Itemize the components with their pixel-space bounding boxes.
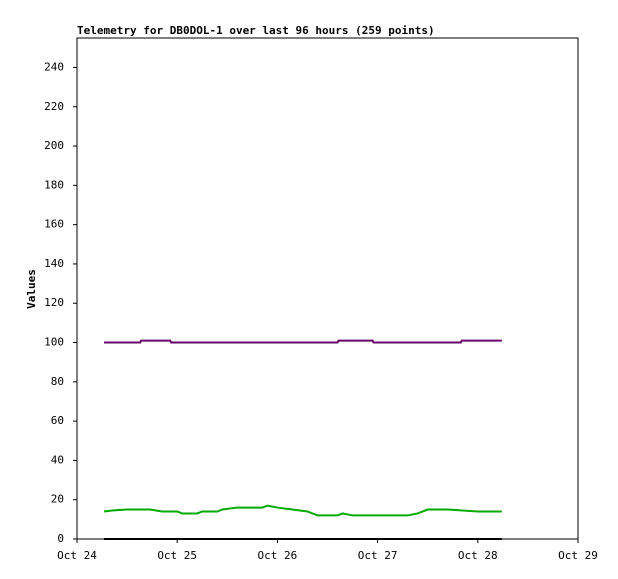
y-tick-label: 160 bbox=[44, 218, 64, 231]
y-tick-label: 20 bbox=[51, 493, 64, 506]
x-tick-label: Oct 26 bbox=[258, 549, 298, 562]
y-tick-label: 140 bbox=[44, 257, 64, 270]
x-tick-label: Oct 24 bbox=[57, 549, 97, 562]
x-tick-label: Oct 28 bbox=[458, 549, 498, 562]
y-tick-label: 60 bbox=[51, 414, 64, 427]
x-tick-label: Oct 29 bbox=[558, 549, 598, 562]
series-line bbox=[104, 339, 502, 344]
x-tick-label: Oct 25 bbox=[157, 549, 197, 562]
chart-title: Telemetry for DB0DOL-1 over last 96 hour… bbox=[77, 24, 435, 37]
y-axis-label: Values bbox=[25, 269, 38, 309]
y-tick-label: 200 bbox=[44, 139, 64, 152]
y-tick-label: 0 bbox=[57, 532, 64, 545]
y-tick-label: 120 bbox=[44, 296, 64, 309]
x-tick-label: Oct 27 bbox=[358, 549, 398, 562]
series-line bbox=[103, 504, 502, 517]
y-tick-label: 240 bbox=[44, 60, 64, 73]
y-tick-label: 220 bbox=[44, 100, 64, 113]
y-tick-label: 80 bbox=[51, 375, 64, 388]
plot-frame bbox=[76, 37, 579, 540]
y-tick-label: 100 bbox=[44, 336, 64, 349]
y-tick-label: 40 bbox=[51, 453, 64, 466]
y-tick-label: 180 bbox=[44, 178, 64, 191]
